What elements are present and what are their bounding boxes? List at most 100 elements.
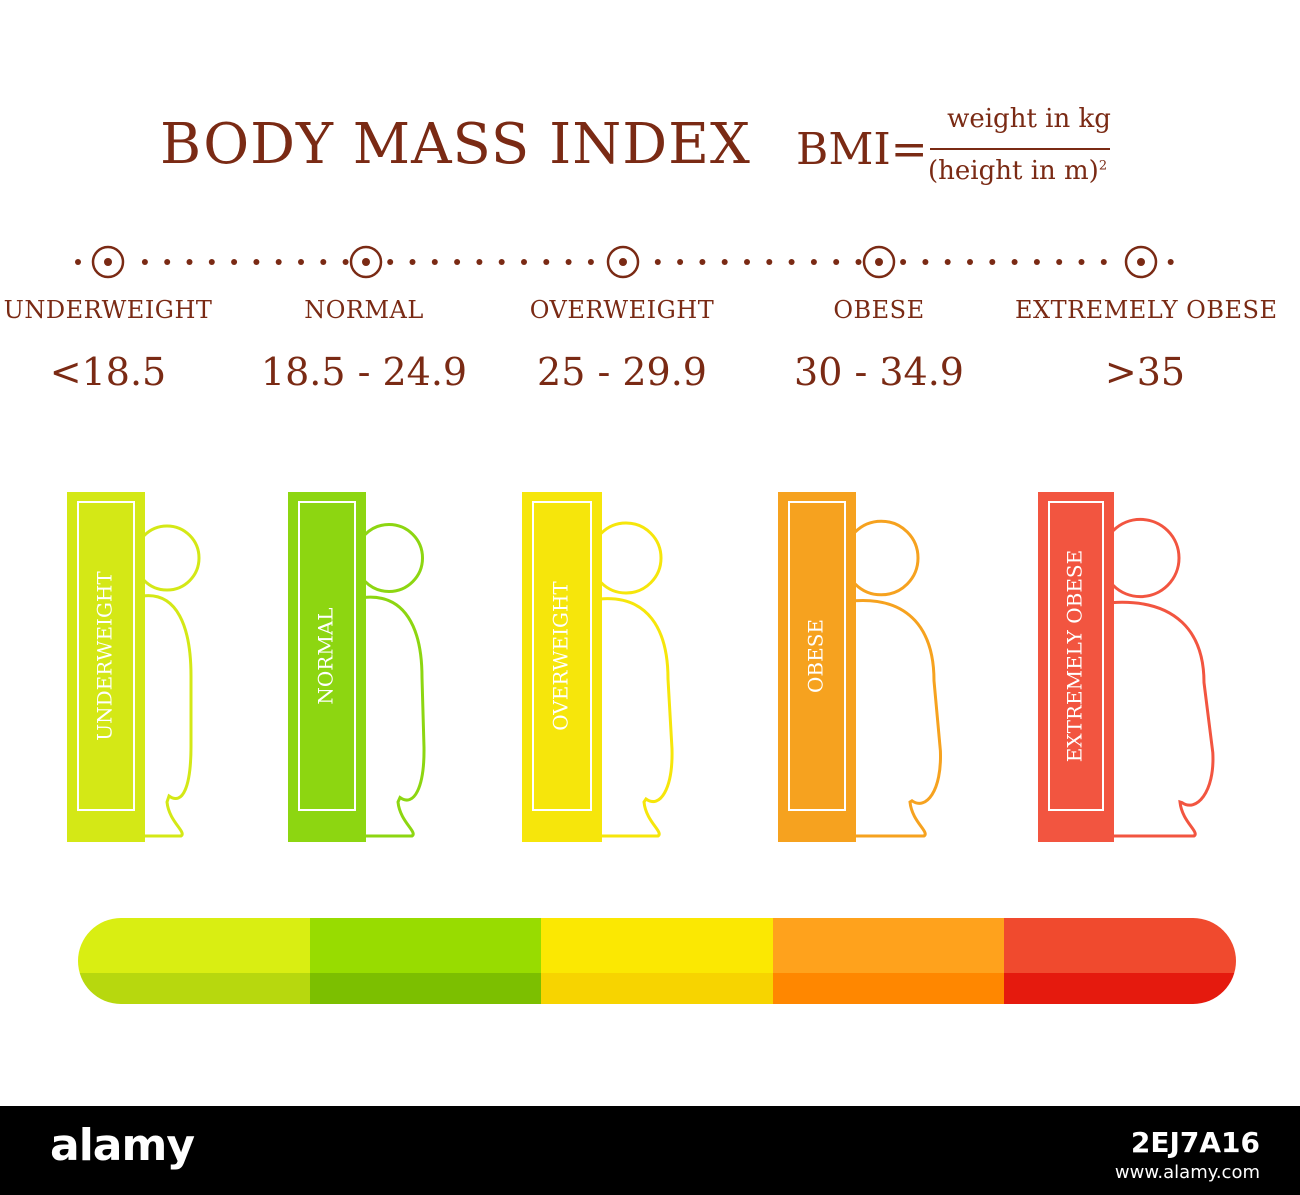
category-obese: OBESE 30 - 34.9 [749,296,1009,394]
dotted-scale-line [75,245,1174,279]
scale-dot [298,259,304,265]
bmi-formula: BMI= weight in kg (height in m)2 [796,100,1126,200]
scale-dot [900,259,907,265]
scale-dot [1056,259,1063,265]
scale-dot [342,259,349,265]
body-outline [142,594,193,838]
scale-dot [521,259,527,265]
book-label-frame [1048,501,1104,811]
scale-dot [1167,259,1174,265]
scale-ring-marker [606,245,640,279]
scale-dot [1078,259,1085,265]
category-range: <18.5 [49,350,167,394]
figure-normal: NORMAL [288,492,426,842]
scale-dot [454,259,461,265]
scale-dot [387,259,394,265]
scale-dot [141,259,148,265]
category-label: EXTREMELY OBESE [1015,296,1278,324]
category-label: UNDERWEIGHT [3,296,213,324]
scale-dot [833,259,840,265]
book-spine [288,492,366,842]
category-label: NORMAL [304,296,424,324]
book-label: OBESE [804,619,828,693]
scale-ring-marker [1124,245,1158,279]
scale-dot [587,259,594,265]
figure-obese: OBESE [778,492,942,842]
book-spine [778,492,856,842]
body-outline [853,599,942,838]
scale-dot [543,259,550,265]
book-spine [67,492,145,842]
body-figures: UNDERWEIGHT NORMAL OVERWEIGHT OBESE EXTREMEL… [67,492,1215,842]
category-extremely-obese: EXTREMELY OBESE >35 [1015,296,1278,394]
book-label-frame [298,501,356,811]
category-range: >35 [1104,350,1186,394]
scale-dot [967,259,973,265]
image-id: 2EJ7A16 [1130,1126,1260,1159]
scale-dot [855,259,862,265]
scale-dot [810,259,817,265]
scale-dot [1033,259,1040,265]
category-range: 30 - 34.9 [794,350,964,394]
book-label: NORMAL [314,607,338,704]
scale-dot [476,259,483,265]
footer-url: www.alamy.com [1114,1162,1260,1183]
formula-denominator-text: (height in m) [928,156,1099,186]
figure-overweight: OVERWEIGHT [522,492,674,842]
figure-extremely-obese: EXTREMELY OBESE [1038,492,1215,842]
formula-lhs: BMI= [796,124,928,175]
formula-exponent: 2 [1098,158,1108,174]
scale-dot [766,259,773,265]
book-spine [522,492,602,842]
scale-highlight-dot [78,918,1236,1004]
scale-dot [989,259,996,265]
scale-dot [186,259,193,265]
scale-dot [721,259,728,265]
scale-dot [1100,259,1107,265]
scale-segment-underweight [78,918,310,1004]
scale-dot [654,259,661,265]
body-outline [1111,600,1215,838]
figure-underweight: UNDERWEIGHT [67,492,201,842]
formula-denominator: (height in m)2 [928,156,1107,186]
scale-ring-marker [862,245,896,279]
book-label-frame [788,501,846,811]
scale-dot [944,259,951,265]
scale-dot [409,259,416,265]
scale-dot [565,259,572,265]
scale-ring-marker [349,245,383,279]
book-label: OVERWEIGHT [549,581,573,731]
page-title: BODY MASS INDEX [160,112,751,177]
scale-dot [677,259,684,265]
book-label-frame [77,501,135,811]
scale-dot [431,259,438,265]
scale-dot [320,259,327,265]
scale-segment-normal [309,918,542,1004]
scale-dot [788,259,795,265]
scale-segment-obese [772,918,1005,1004]
category-label: OBESE [833,296,925,324]
scale-dot [275,259,282,265]
category-underweight: UNDERWEIGHT <18.5 [0,296,238,394]
body-outline [363,595,426,838]
book-label-frame [532,501,592,811]
scale-dot [253,259,260,265]
alamy-logo: alamy [50,1120,195,1171]
category-range: 18.5 - 24.9 [260,350,468,394]
scale-dot [231,259,238,265]
scale-dot [208,259,215,265]
category-normal: NORMAL 18.5 - 24.9 [234,296,494,394]
book-label: UNDERWEIGHT [93,571,117,741]
book-label: EXTREMELY OBESE [1063,550,1087,762]
scale-ring-marker [91,245,125,279]
formula-numerator: weight in kg [947,104,1111,134]
watermark-footer: alamy 2EJ7A16 www.alamy.com [0,1106,1300,1195]
bmi-color-scale [78,918,1236,1004]
body-outline [599,597,674,838]
scale-dot [498,259,505,265]
category-label: OVERWEIGHT [529,296,715,324]
scale-dot [164,259,171,265]
scale-dot [699,259,706,265]
scale-dot [75,259,81,265]
formula-fraction-bar [930,148,1110,150]
